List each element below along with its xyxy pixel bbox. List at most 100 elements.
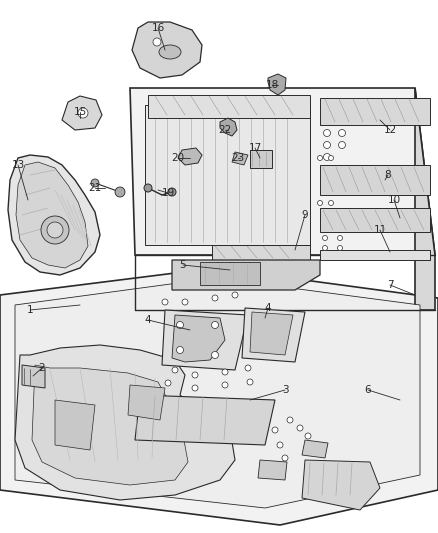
Text: 4: 4	[145, 315, 151, 325]
Circle shape	[177, 346, 184, 353]
Circle shape	[247, 379, 253, 385]
Circle shape	[78, 108, 88, 118]
Circle shape	[322, 236, 328, 240]
Circle shape	[324, 130, 331, 136]
Circle shape	[318, 156, 322, 160]
Polygon shape	[250, 150, 272, 168]
Text: 13: 13	[11, 160, 25, 170]
Polygon shape	[320, 208, 430, 232]
Text: 9: 9	[302, 210, 308, 220]
Polygon shape	[145, 105, 310, 245]
Circle shape	[324, 141, 331, 149]
Circle shape	[165, 380, 171, 386]
Polygon shape	[268, 74, 286, 95]
Circle shape	[192, 385, 198, 391]
Circle shape	[182, 299, 188, 305]
Circle shape	[91, 179, 99, 187]
Circle shape	[232, 292, 238, 298]
Polygon shape	[258, 460, 287, 480]
Text: 16: 16	[152, 23, 165, 33]
Circle shape	[168, 188, 176, 196]
Circle shape	[328, 200, 333, 206]
Text: 20: 20	[171, 153, 184, 163]
Polygon shape	[172, 260, 320, 290]
Text: 2: 2	[39, 363, 45, 373]
Polygon shape	[415, 88, 435, 310]
Polygon shape	[15, 345, 235, 500]
Polygon shape	[320, 250, 430, 260]
Text: 11: 11	[373, 225, 387, 235]
Circle shape	[338, 236, 343, 240]
Polygon shape	[132, 22, 202, 78]
Polygon shape	[62, 96, 102, 130]
Circle shape	[222, 382, 228, 388]
Text: 4: 4	[265, 303, 271, 313]
Circle shape	[282, 455, 288, 461]
Polygon shape	[8, 155, 100, 275]
Circle shape	[215, 276, 220, 280]
Text: 22: 22	[219, 125, 232, 135]
Circle shape	[212, 321, 219, 328]
Circle shape	[339, 141, 346, 149]
Circle shape	[227, 262, 233, 268]
Circle shape	[305, 433, 311, 439]
Text: 23: 23	[231, 153, 245, 163]
Circle shape	[227, 276, 233, 280]
Polygon shape	[232, 152, 248, 165]
Polygon shape	[302, 440, 328, 458]
Circle shape	[212, 295, 218, 301]
Text: 21: 21	[88, 183, 102, 193]
Circle shape	[47, 222, 63, 238]
Polygon shape	[200, 262, 260, 285]
Circle shape	[153, 38, 161, 46]
Circle shape	[222, 369, 228, 375]
Circle shape	[245, 365, 251, 371]
Circle shape	[162, 299, 168, 305]
Text: 12: 12	[383, 125, 397, 135]
Polygon shape	[32, 365, 188, 485]
Circle shape	[338, 246, 343, 251]
Polygon shape	[0, 268, 438, 525]
Polygon shape	[302, 460, 380, 510]
Circle shape	[339, 130, 346, 136]
Polygon shape	[135, 395, 275, 445]
Circle shape	[322, 246, 328, 251]
Circle shape	[324, 154, 331, 160]
Polygon shape	[16, 162, 88, 268]
Circle shape	[287, 417, 293, 423]
Polygon shape	[162, 310, 248, 370]
Circle shape	[177, 321, 184, 328]
Polygon shape	[250, 312, 293, 355]
Polygon shape	[320, 98, 430, 125]
Text: 10: 10	[388, 195, 401, 205]
Circle shape	[212, 351, 219, 359]
Text: 1: 1	[27, 305, 33, 315]
Polygon shape	[220, 118, 237, 136]
Circle shape	[144, 184, 152, 192]
Circle shape	[328, 156, 333, 160]
Polygon shape	[128, 385, 165, 420]
Polygon shape	[22, 365, 45, 388]
Text: 8: 8	[385, 170, 391, 180]
Polygon shape	[130, 88, 435, 255]
Polygon shape	[212, 245, 310, 260]
Text: 19: 19	[161, 188, 175, 198]
Polygon shape	[178, 148, 202, 165]
Circle shape	[115, 187, 125, 197]
Circle shape	[297, 425, 303, 431]
Circle shape	[192, 372, 198, 378]
Text: 5: 5	[180, 260, 186, 270]
Polygon shape	[15, 278, 420, 508]
Polygon shape	[320, 165, 430, 195]
Text: 6: 6	[365, 385, 371, 395]
Circle shape	[41, 216, 69, 244]
Polygon shape	[242, 308, 305, 362]
Ellipse shape	[159, 45, 181, 59]
Text: 7: 7	[387, 280, 393, 290]
Circle shape	[243, 262, 247, 268]
Polygon shape	[55, 400, 95, 450]
Text: 18: 18	[265, 80, 279, 90]
Circle shape	[172, 367, 178, 373]
Text: 15: 15	[74, 107, 87, 117]
Circle shape	[272, 427, 278, 433]
